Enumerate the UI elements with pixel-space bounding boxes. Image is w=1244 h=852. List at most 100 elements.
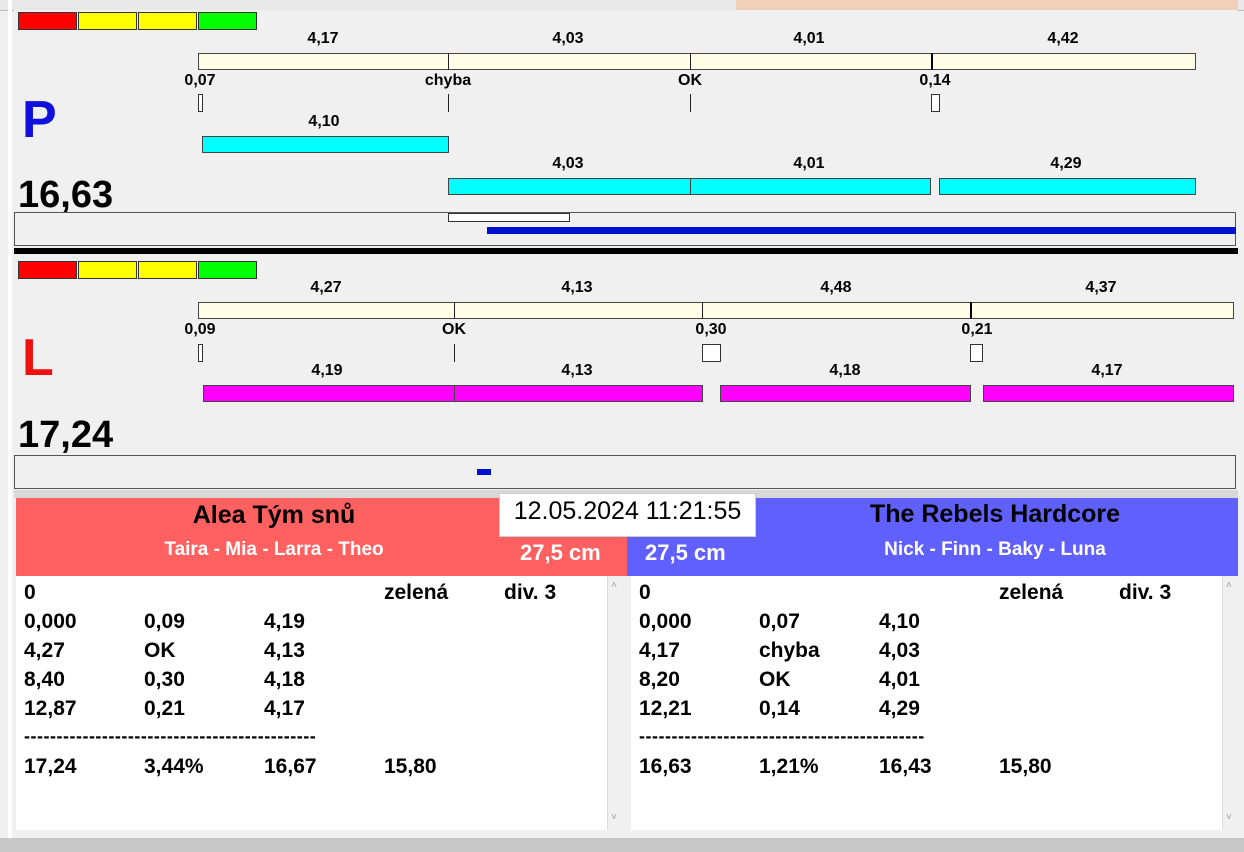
row-cell: 4,27 [24, 639, 65, 662]
split-bar [454, 385, 703, 402]
track-divider [970, 302, 972, 319]
header-cell: zelená [384, 581, 449, 604]
right-results-panel[interactable]: 0 zelená div. 3 0,000 0,07 4,10 4,17 chy… [631, 576, 1239, 830]
mark-label: 0,21 [961, 321, 993, 338]
datetime: 12.05.2024 11:21:55 [513, 497, 742, 525]
run-track [198, 53, 1196, 70]
summary-cell: 3,44% [144, 755, 204, 778]
mark-tick [454, 344, 455, 362]
mark-label: 0,09 [184, 321, 216, 338]
lane-total: 16,63 [18, 174, 114, 216]
indicator-red [18, 12, 77, 30]
summary-cell: 16,43 [879, 755, 932, 778]
left-team-name: Alea Tým snů [192, 501, 356, 529]
segment-label: 4,37 [1085, 279, 1117, 296]
left-team-members: Taira - Mia - Larra - Theo [164, 539, 384, 560]
separator-line: ----------------------------------------… [24, 726, 317, 746]
track-divider [702, 302, 703, 319]
row-cell: 8,40 [24, 668, 65, 691]
mark-tick [702, 344, 721, 362]
header-cell: 0 [24, 581, 36, 604]
row-cell: 12,21 [639, 697, 692, 720]
mark-tick [448, 94, 449, 112]
datetime-box [499, 493, 756, 537]
row-cell: 0,21 [144, 697, 185, 720]
mark-label: 0,30 [695, 321, 727, 338]
mark-label: chyba [424, 72, 472, 89]
mark-label: 0,07 [184, 72, 216, 89]
right-team-members: Nick - Finn - Baky - Luna [884, 539, 1106, 560]
bar-label: 4,10 [308, 113, 340, 130]
row-cell: 0,000 [639, 610, 692, 633]
mark-tick [931, 94, 940, 112]
split-bar [690, 178, 931, 195]
progress-track [14, 455, 1236, 489]
row-cell: 4,18 [264, 668, 305, 691]
bar-label: 4,18 [829, 362, 861, 379]
header-cell: div. 3 [1119, 581, 1172, 604]
row-cell: 4,19 [264, 610, 305, 633]
left-team-distance: 27,5 cm [520, 540, 601, 565]
run-track [198, 302, 1234, 319]
row-cell: 0,14 [759, 697, 800, 720]
row-cell: 4,01 [879, 668, 920, 691]
scroll-up-icon[interactable]: ˄ [1226, 580, 1232, 591]
mark-label: 0,14 [919, 72, 951, 89]
left-panel-scrollbar[interactable]: ˄ ˅ [607, 576, 624, 830]
indicator-red [18, 261, 77, 279]
split-bar [983, 385, 1234, 402]
split-bar [202, 136, 449, 153]
lane-l: 4,27 4,13 4,48 4,37 0,09 OK 0,30 0,21 L … [14, 254, 1238, 490]
right-panel-scrollbar[interactable]: ˄ ˅ [1222, 576, 1239, 830]
header-cell: zelená [999, 581, 1064, 604]
segment-label: 4,17 [307, 30, 339, 47]
summary-cell: 17,24 [24, 755, 77, 778]
lane-total: 17,24 [18, 414, 114, 456]
indicator-yellow-2 [138, 12, 197, 30]
segment-label: 4,03 [552, 30, 584, 47]
track-divider [448, 53, 449, 70]
right-team-name: The Rebels Hardcore [869, 500, 1121, 528]
progress-window [448, 213, 570, 222]
row-cell: 4,03 [879, 639, 920, 662]
scroll-down-icon[interactable]: ˅ [611, 812, 617, 823]
row-cell: 0,07 [759, 610, 800, 633]
row-cell: 0,30 [144, 668, 185, 691]
header-cell: 0 [639, 581, 651, 604]
bar-label: 4,01 [793, 155, 825, 172]
row-cell: 4,29 [879, 697, 920, 720]
row-cell: 4,13 [264, 639, 305, 662]
segment-label: 4,01 [793, 30, 825, 47]
indicator-green [198, 12, 257, 30]
right-team-distance: 27,5 cm [645, 540, 726, 565]
row-cell: 0,09 [144, 610, 185, 633]
mark-label: OK [442, 321, 466, 338]
left-results-panel[interactable]: 0 zelená div. 3 0,000 0,09 4,19 4,27 OK … [16, 576, 624, 830]
split-bar [720, 385, 971, 402]
row-cell: 4,17 [264, 697, 305, 720]
track-divider [454, 302, 455, 319]
segment-label: 4,42 [1047, 30, 1079, 47]
lane-letter: P [22, 91, 57, 149]
progress-bar [487, 227, 1236, 234]
split-bar [939, 178, 1196, 195]
progress-bar [477, 469, 491, 475]
scroll-down-icon[interactable]: ˅ [1226, 812, 1232, 823]
scroll-up-icon[interactable]: ˄ [611, 580, 617, 591]
split-bar [448, 178, 691, 195]
indicator-green [198, 261, 257, 279]
mark-tick [198, 344, 203, 362]
mark-tick [690, 94, 691, 112]
row-cell: 12,87 [24, 697, 77, 720]
row-cell: 4,17 [639, 639, 680, 662]
mark-tick [970, 344, 983, 362]
track-divider [931, 53, 933, 70]
row-cell: 8,20 [639, 668, 680, 691]
segment-label: 4,48 [820, 279, 852, 296]
summary-cell: 1,21% [759, 755, 819, 778]
mark-label: OK [678, 72, 702, 89]
track-divider [690, 53, 691, 70]
left-window-border [8, 0, 12, 852]
segment-label: 4,27 [310, 279, 342, 296]
bar-label: 4,03 [552, 155, 584, 172]
